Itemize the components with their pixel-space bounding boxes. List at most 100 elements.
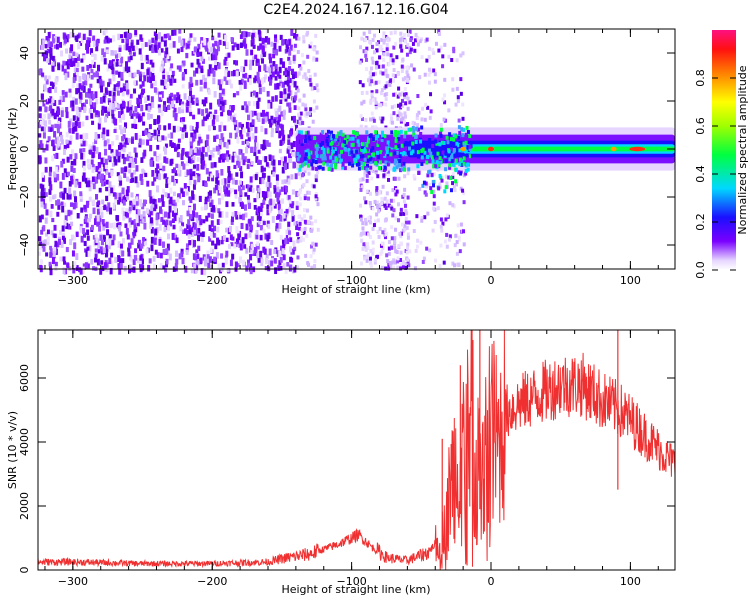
spectrogram-cell xyxy=(249,254,253,261)
spectrogram-cell xyxy=(64,73,68,81)
spectrogram-cell xyxy=(412,129,416,134)
spectrogram-cell xyxy=(253,198,257,203)
spectrogram-cell xyxy=(110,103,114,111)
spectrogram-cell xyxy=(225,211,229,218)
spectrogram-cell xyxy=(147,133,151,139)
spectrogram-cell xyxy=(283,179,287,184)
spectrogram-cell xyxy=(363,157,367,162)
spectrogram-cell xyxy=(100,157,104,165)
spectrogram-cell xyxy=(256,222,260,228)
spectrogram-cell xyxy=(249,59,253,67)
spectrogram-cell xyxy=(56,36,60,43)
spectrogram-cell xyxy=(181,108,185,114)
spectrogram-cell xyxy=(100,260,104,265)
spectrogram-cell xyxy=(267,99,271,105)
spectrogram-cell xyxy=(388,260,392,265)
spectrogram-cell xyxy=(132,204,136,211)
spectrogram-cell xyxy=(134,106,138,113)
spectrogram-cell xyxy=(263,64,267,71)
spectrogram-cell xyxy=(141,81,145,87)
spectrogram-cell xyxy=(133,224,137,229)
spectrogram-cell xyxy=(53,224,57,231)
spectrogram-cell xyxy=(397,163,401,168)
spectrogram-cell xyxy=(331,149,335,154)
spectrogram-cell xyxy=(455,58,459,63)
spectrogram-cell xyxy=(297,215,301,220)
spectrogram-cell xyxy=(256,71,260,79)
spectrogram-cell xyxy=(363,170,367,175)
spectrogram-cell xyxy=(174,147,178,152)
spectrogram-cell xyxy=(40,191,44,198)
spectrogram-cell xyxy=(182,163,186,170)
spectrogram-cell xyxy=(63,202,67,207)
spectrogram-cell xyxy=(258,36,262,42)
spectrogram-cell xyxy=(56,124,60,130)
spectrogram-cell xyxy=(220,240,224,245)
spectrogram-cell xyxy=(216,219,220,225)
spectrogram-cell xyxy=(244,31,248,38)
spectrogram-cell xyxy=(221,105,225,113)
spectrogram-cell xyxy=(435,141,439,146)
spectrogram-cell xyxy=(80,152,84,160)
spectrogram-cell xyxy=(117,155,121,163)
spectrogram-cell xyxy=(200,157,204,164)
spectrogram-cell xyxy=(256,102,260,109)
spectrogram-cell xyxy=(266,66,270,72)
spectrogram-cell xyxy=(394,260,398,265)
spectrogram-cell xyxy=(62,267,66,275)
spectrogram-cell xyxy=(363,148,367,153)
spectrogram-cell xyxy=(247,262,251,268)
spectrogram-cell xyxy=(360,117,364,122)
spectrogram-cell xyxy=(298,164,302,169)
spectrogram-cell xyxy=(425,154,429,159)
spectrogram-cell xyxy=(148,258,152,264)
spectrogram-cell xyxy=(311,119,315,124)
spectrogram-cell xyxy=(236,155,240,163)
spectrogram-cell xyxy=(284,76,288,81)
spectrogram-cell xyxy=(106,138,110,144)
spectrogram-cell xyxy=(247,202,251,209)
spectrogram-cell xyxy=(394,41,398,46)
spectrogram-cell xyxy=(452,148,456,153)
spectrogram-cell xyxy=(129,235,133,241)
spectrogram-cell xyxy=(466,167,470,172)
spectrogram-cell xyxy=(99,167,103,172)
spectrogram-cell xyxy=(240,78,244,83)
spectrogram-cell xyxy=(136,181,140,188)
spectrogram-cell xyxy=(94,233,98,238)
spectrogram-cell xyxy=(131,123,135,129)
spectrogram-cell xyxy=(403,203,407,208)
spectrogram-cell xyxy=(72,115,76,121)
spectrogram-cell xyxy=(238,239,242,247)
spectrogram-cell xyxy=(393,104,397,109)
spectrogram-cell xyxy=(432,189,436,194)
spectrogram-cell xyxy=(284,39,288,45)
spectrogram-cell xyxy=(372,223,376,228)
spectrogram-cell xyxy=(80,235,84,243)
spectrogram-cell xyxy=(261,58,265,64)
spectrogram-cell xyxy=(276,250,280,258)
spectrogram-cell xyxy=(235,70,239,77)
spectrogram-cell xyxy=(311,87,315,92)
spectrogram-cell xyxy=(164,143,168,148)
spectrogram-cell xyxy=(103,144,107,152)
spectrogram-cell xyxy=(46,238,50,246)
spectrogram-cell xyxy=(191,94,195,100)
spectrogram-cell xyxy=(46,37,50,44)
spectrogram-cell xyxy=(104,253,108,258)
spectrogram-cell xyxy=(172,191,176,197)
spectrogram-cell xyxy=(362,242,366,247)
spectrogram-cell xyxy=(136,257,140,264)
spectrogram-cell xyxy=(155,219,159,226)
spectrogram-cell xyxy=(330,130,334,135)
spectrogram-cell xyxy=(85,201,89,208)
spectrogram-cell xyxy=(369,117,373,122)
spectrogram-cell xyxy=(379,91,383,96)
spectrogram-cell xyxy=(267,223,271,230)
spectrogram-cell xyxy=(181,71,185,77)
spectrogram-cell xyxy=(311,250,315,255)
spectrogram-cell xyxy=(368,40,372,45)
spectrogram-cell xyxy=(444,217,448,222)
spectrogram-cell xyxy=(239,166,243,172)
spectrogram-cell xyxy=(406,122,410,127)
